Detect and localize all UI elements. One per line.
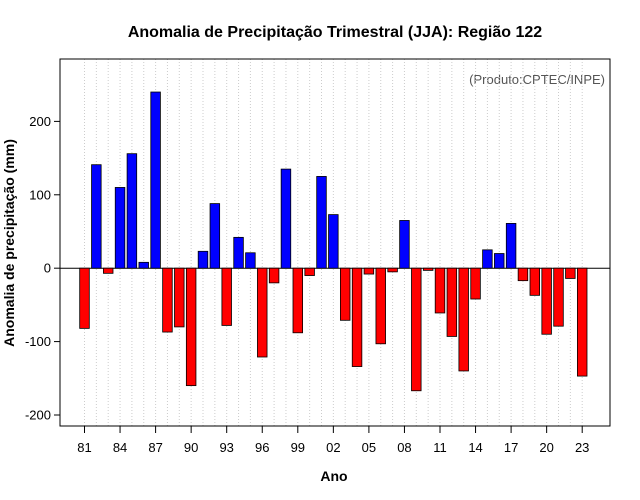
- bar-2021: [553, 267, 564, 327]
- bar-2023: [577, 267, 588, 377]
- y-tick-label: -100: [25, 334, 51, 349]
- bar-2002: [328, 214, 339, 269]
- product-annotation: (Produto:CPTEC/INPE): [469, 72, 605, 87]
- x-tick-label: 84: [113, 440, 127, 455]
- bar-2001: [316, 176, 327, 269]
- y-tick-label: 100: [29, 187, 51, 202]
- plot-frame: [59, 58, 611, 427]
- bar-1998: [280, 168, 292, 269]
- bar-1981: [79, 267, 90, 329]
- bar-2005: [363, 267, 375, 275]
- x-tick-label: 93: [219, 440, 233, 455]
- bar-1982: [91, 164, 102, 269]
- bar-2009: [411, 267, 422, 392]
- bar-2016: [494, 253, 505, 269]
- bar-1988: [162, 267, 173, 333]
- bar-2000: [304, 267, 315, 276]
- bar-2007: [387, 267, 398, 273]
- bar-1984: [114, 187, 126, 269]
- bar-1985: [126, 153, 138, 269]
- x-tick-label: 81: [77, 440, 91, 455]
- bar-1996: [257, 267, 268, 358]
- bar-2018: [517, 267, 529, 282]
- bar-2003: [339, 267, 351, 321]
- x-tick-label: 23: [575, 440, 589, 455]
- bar-2013: [458, 267, 469, 372]
- x-tick-label: 08: [397, 440, 411, 455]
- bar-1987: [150, 91, 161, 269]
- bar-1993: [221, 267, 232, 326]
- bar-1994: [233, 236, 244, 269]
- bar-2010: [422, 267, 434, 271]
- bar-1983: [103, 267, 114, 274]
- x-tick-label: 99: [291, 440, 305, 455]
- bar-1997: [268, 267, 280, 284]
- bar-2015: [482, 249, 493, 269]
- bar-1990: [185, 267, 197, 387]
- bar-2014: [470, 267, 481, 300]
- bar-2006: [375, 267, 386, 345]
- bar-1995: [245, 252, 256, 269]
- bar-1992: [209, 203, 221, 269]
- bar-2019: [529, 267, 541, 296]
- x-tick-label: 17: [504, 440, 518, 455]
- bar-2011: [434, 267, 446, 314]
- y-tick-label: 0: [44, 261, 51, 276]
- x-tick-label: 96: [255, 440, 269, 455]
- y-tick-label: 200: [29, 114, 51, 129]
- axes: -200 -100 0 100 200 81 84 87 90 93 96 99 02 05 08 11 14 1…: [25, 58, 611, 455]
- bar-1989: [174, 267, 185, 328]
- bar-2020: [541, 267, 552, 335]
- bar-1991: [197, 250, 209, 269]
- bar-2012: [446, 267, 458, 337]
- bar-2017: [505, 223, 517, 269]
- y-tick-label: -200: [25, 407, 51, 422]
- bar-1986: [138, 261, 149, 269]
- x-axis-label: Ano: [320, 468, 347, 484]
- x-tick-label: 05: [362, 440, 376, 455]
- x-tick-label: 20: [539, 440, 553, 455]
- x-tick-label: 87: [148, 440, 162, 455]
- x-tick-label: 11: [433, 440, 447, 455]
- bar-2008: [399, 220, 410, 269]
- x-tick-label: 90: [184, 440, 198, 455]
- y-axis-label: Anomalia de precipitação (mm): [1, 139, 17, 347]
- x-tick-label: 14: [468, 440, 482, 455]
- chart-title: Anomalia de Precipitação Trimestral (JJA…: [128, 24, 542, 41]
- bar-2022: [565, 267, 576, 279]
- bar-2004: [351, 267, 363, 367]
- x-tick-label: 02: [326, 440, 340, 455]
- bars: [60, 91, 610, 392]
- bar-1999: [292, 267, 304, 334]
